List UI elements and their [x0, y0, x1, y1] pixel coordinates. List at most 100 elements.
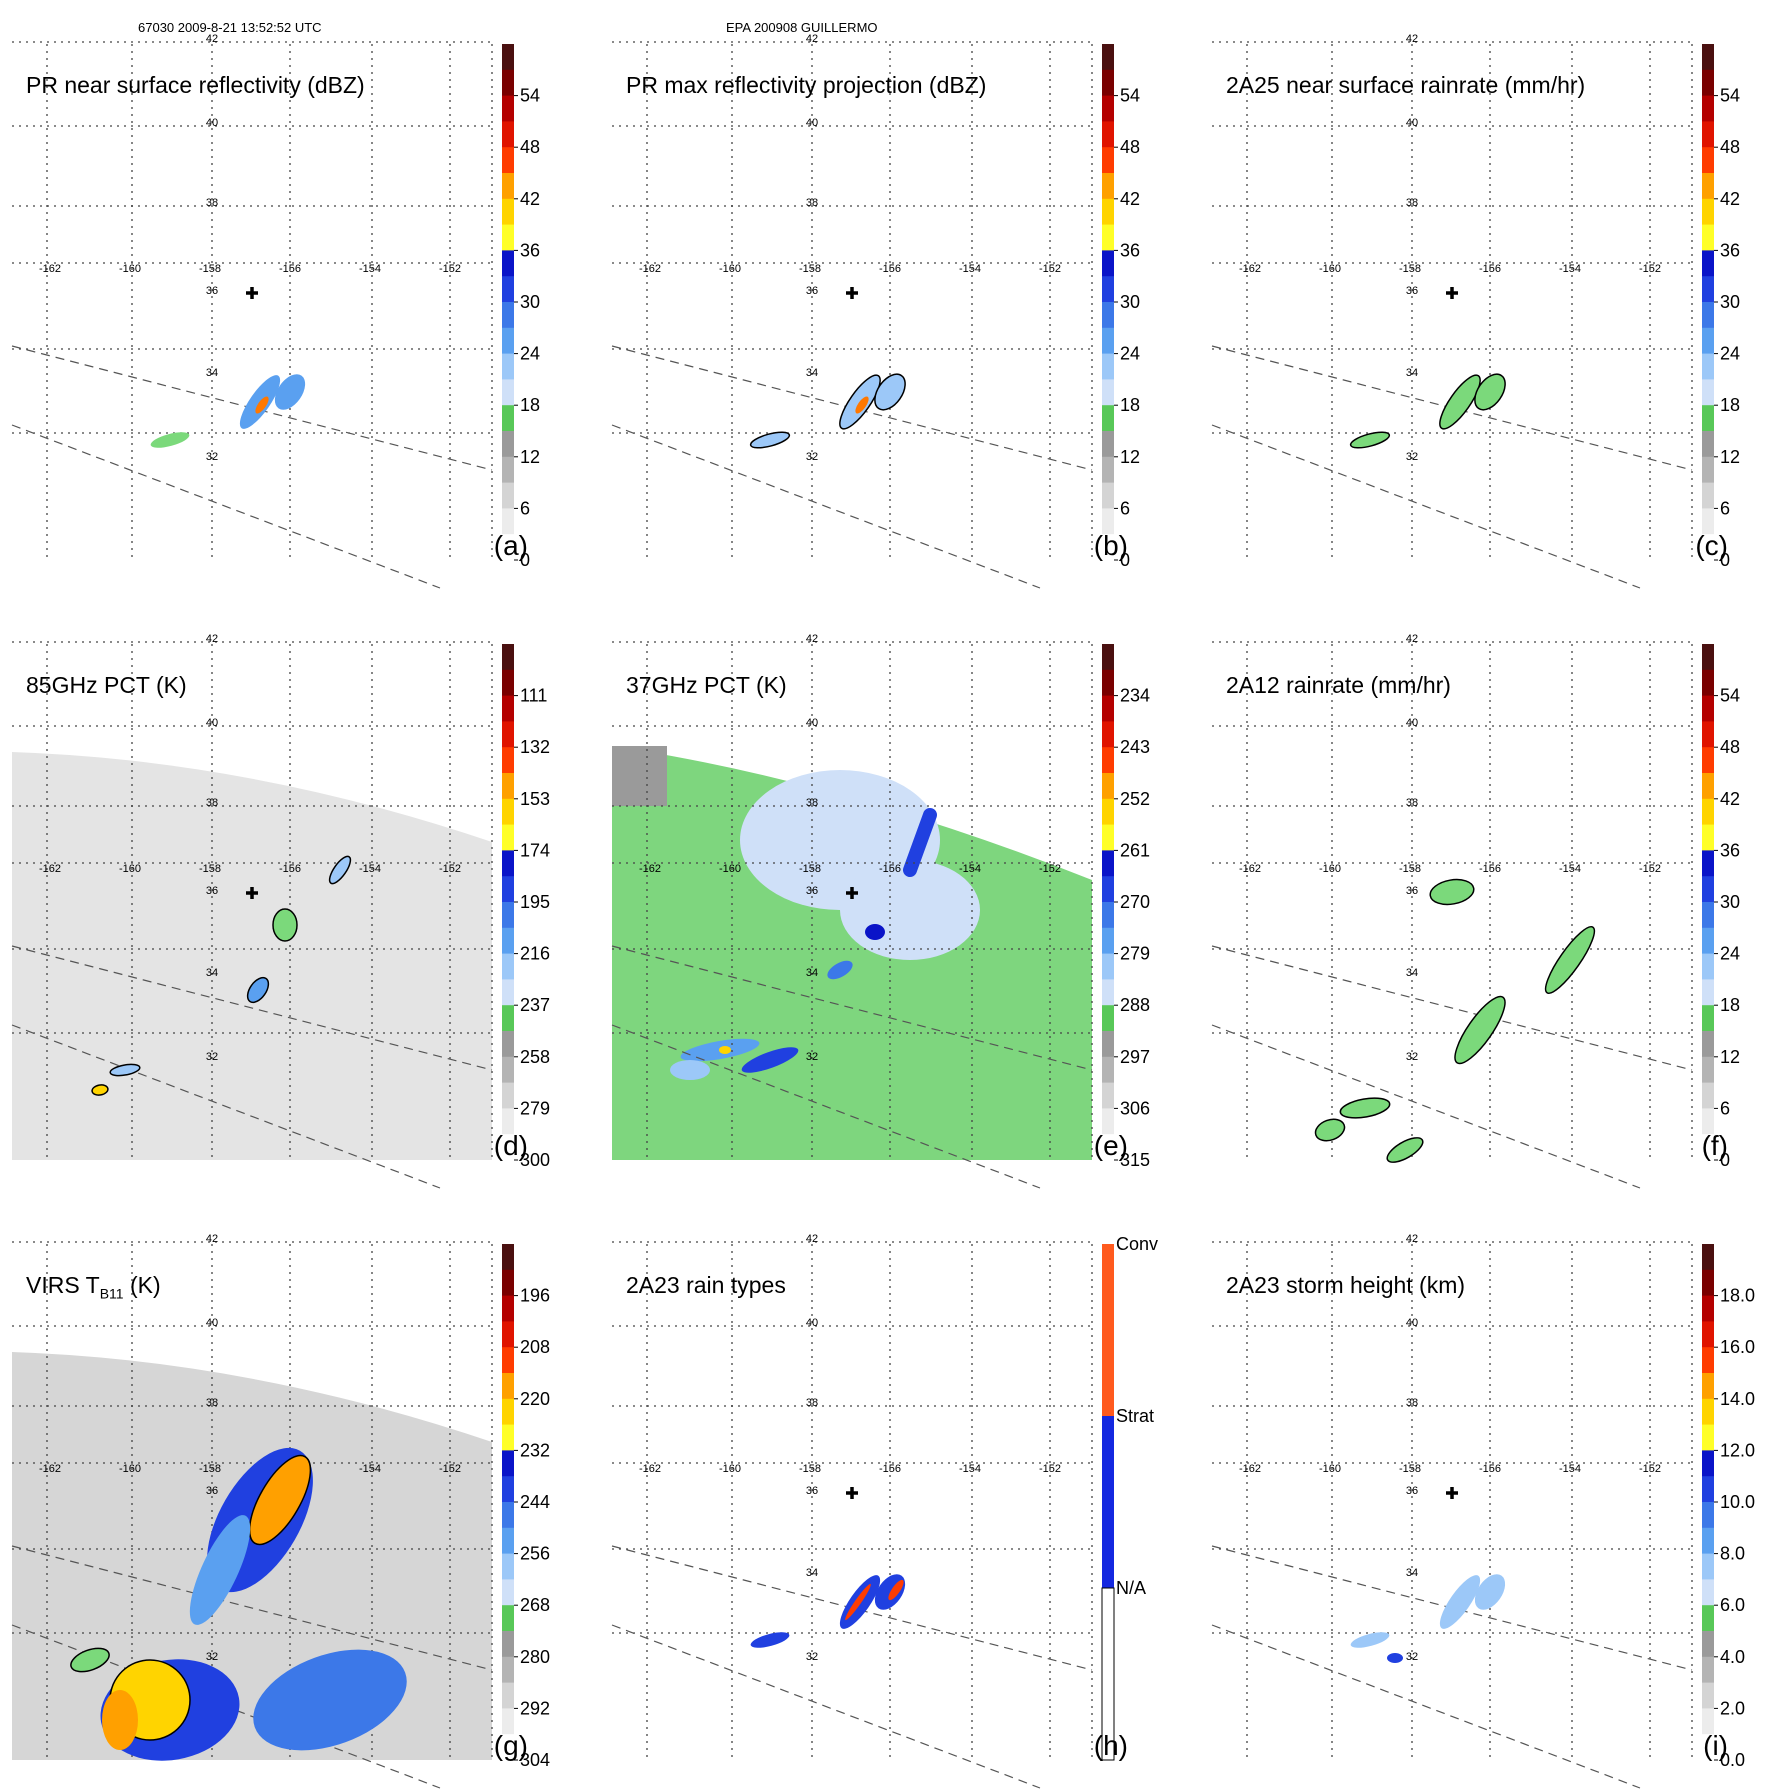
lon-tick-label: -154 — [359, 863, 381, 875]
swath-edge — [1211, 1024, 1641, 1189]
colorbar-segment — [1102, 224, 1114, 251]
colorbar-tick-label: 216 — [520, 944, 550, 964]
colorbar-segment — [1102, 798, 1114, 826]
colorbar-tick-label: 54 — [1720, 86, 1740, 106]
colorbar-segment — [1702, 669, 1714, 697]
colorbar-segment — [502, 353, 514, 380]
colorbar-segment — [1702, 1347, 1714, 1374]
lon-tick-label: -160 — [719, 1463, 741, 1475]
colorbar-tick-label: 174 — [520, 840, 550, 860]
lon-tick-label: -160 — [1319, 1463, 1341, 1475]
colorbar-segment — [502, 669, 514, 697]
colorbar-segment — [502, 456, 514, 484]
swath-edge — [1211, 424, 1641, 589]
rain-cell — [1350, 1632, 1390, 1648]
colorbar-tick-label: 54 — [1120, 86, 1140, 106]
lon-tick-label: -152 — [1639, 1463, 1661, 1475]
colorbar-segment — [1702, 431, 1714, 458]
colorbar-segment — [502, 44, 514, 71]
swath-edge — [611, 1024, 1041, 1189]
colorbar-segment — [502, 482, 514, 509]
colorbar-segment — [502, 1527, 514, 1555]
lon-tick-label: -156 — [1479, 263, 1501, 275]
colorbar-segment — [1702, 1734, 1714, 1761]
colorbar-segment — [502, 1082, 514, 1109]
panel-f: 42 40 38 36 34 32 -162 -160 -158 -156 -154 -152 54 48… — [1200, 630, 1771, 1190]
figure-header-left: 67030 2009-8-21 13:52:52 UTC — [138, 20, 322, 35]
colorbar-tick-label: 18 — [1720, 395, 1740, 415]
colorbar-segment — [502, 695, 514, 722]
colorbar-segment — [502, 773, 514, 800]
map-plot-b: 42 40 38 36 34 32 -162 -160 -158 -156 -154 -152 54 48… — [611, 33, 1140, 589]
colorbar-segment — [1702, 302, 1714, 329]
colorbar-tick-label: 304 — [520, 1750, 550, 1770]
colorbar-segment — [1702, 953, 1714, 980]
panel-title: 2A12 rainrate (mm/hr) — [1226, 672, 1451, 698]
colorbar-tick-label: 24 — [1120, 344, 1140, 364]
lon-tick-label: -160 — [719, 263, 741, 275]
panel-d: 42 40 38 36 34 32 -162 -160 -158 -156 -154 -152 111 1… — [0, 630, 600, 1190]
lon-tick-label: -160 — [119, 263, 141, 275]
colorbar-segment — [502, 1734, 514, 1761]
rain-cell — [328, 855, 352, 885]
panel-title: 2A25 near surface rainrate (mm/hr) — [1226, 72, 1586, 98]
colorbar-segment — [1102, 1416, 1114, 1588]
colorbar-segment — [1102, 302, 1114, 329]
lon-tick-label: -152 — [439, 1463, 461, 1475]
lat-tick-label: 34 — [806, 967, 818, 979]
rain-cell — [741, 1047, 799, 1073]
colorbar-tick-label: 18.0 — [1720, 1286, 1755, 1306]
lon-tick-label: -162 — [639, 263, 661, 275]
lon-tick-label: -158 — [199, 1463, 221, 1475]
colorbar: 234 243 252 261 270 279 288 297 306 315 — [1102, 644, 1150, 1170]
storm-center-marker — [1446, 287, 1458, 299]
colorbar-segment — [502, 173, 514, 200]
colorbar-segment — [1702, 1295, 1714, 1322]
colorbar-tick-label: 153 — [520, 789, 550, 809]
panel-g: 424038363432-162-160-158-156-154-1521962… — [0, 1230, 600, 1790]
lon-tick-label: -156 — [279, 263, 301, 275]
colorbar-segment — [1102, 850, 1114, 877]
colorbar-segment — [502, 1347, 514, 1374]
colorbar-segment — [1702, 1269, 1714, 1297]
rain-cell — [274, 374, 306, 410]
colorbar-tick-label: 18 — [520, 395, 540, 415]
colorbar-segment — [1102, 173, 1114, 200]
colorbar-segment — [502, 1579, 514, 1606]
lon-tick-label: -158 — [1399, 863, 1421, 875]
colorbar-segment — [502, 250, 514, 277]
colorbar-tick-label: 6 — [1120, 498, 1130, 518]
colorbar-tick-label: 220 — [520, 1389, 550, 1409]
lon-tick-label: -154 — [1559, 863, 1581, 875]
colorbar-segment — [1102, 44, 1114, 71]
lon-tick-label: -152 — [1639, 263, 1661, 275]
lon-tick-label: -162 — [1239, 263, 1261, 275]
colorbar-segment — [1702, 1082, 1714, 1109]
rain-cell — [1454, 995, 1506, 1065]
colorbar-segment — [1102, 1082, 1114, 1109]
colorbar: 54 48 42 36 30 24 18 12 6 0 — [1702, 644, 1740, 1170]
colorbar-segment — [1102, 876, 1114, 903]
colorbar-segment — [502, 1031, 514, 1058]
colorbar-tick-label: 30 — [1120, 292, 1140, 312]
storm-center-marker — [846, 887, 858, 899]
rain-cell — [109, 1063, 141, 1077]
map-plot-h: 42 40 38 36 34 32 -162 -160 -158 -156 -154 -152 Conv… — [611, 1233, 1158, 1789]
colorbar-segment — [502, 95, 514, 122]
colorbar-segment — [502, 405, 514, 432]
colorbar-segment — [502, 1295, 514, 1322]
lat-tick-label: 42 — [206, 633, 218, 645]
panel-label: (h) — [1093, 1730, 1128, 1761]
colorbar-segment — [1702, 379, 1714, 406]
colorbar-tick-label: 0 — [1720, 550, 1730, 570]
colorbar-segment — [1702, 1605, 1714, 1632]
lat-tick-label: 38 — [806, 1397, 818, 1409]
lat-tick-label: 32 — [206, 1051, 218, 1063]
colorbar-segment — [1702, 1553, 1714, 1580]
rain-cell — [845, 1583, 871, 1621]
colorbar-tick-label: 36 — [1720, 840, 1740, 860]
colorbar-segment — [1102, 1108, 1114, 1135]
colorbar-segment — [502, 1398, 514, 1426]
rain-cell — [246, 976, 270, 1004]
swath-edge — [11, 1024, 441, 1189]
